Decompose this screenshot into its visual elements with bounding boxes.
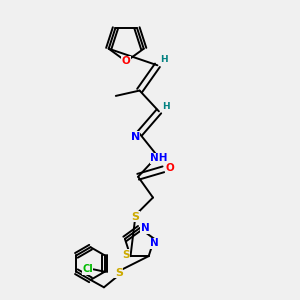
- Text: S: S: [115, 268, 123, 278]
- Text: S: S: [131, 212, 139, 222]
- Text: H: H: [160, 56, 168, 64]
- Text: NH: NH: [150, 153, 168, 163]
- Text: H: H: [162, 101, 169, 110]
- Text: N: N: [130, 132, 140, 142]
- Text: Cl: Cl: [82, 264, 93, 274]
- Text: N: N: [141, 223, 149, 233]
- Text: S: S: [122, 250, 130, 260]
- Text: O: O: [166, 163, 174, 173]
- Text: N: N: [150, 238, 159, 248]
- Text: O: O: [122, 56, 130, 66]
